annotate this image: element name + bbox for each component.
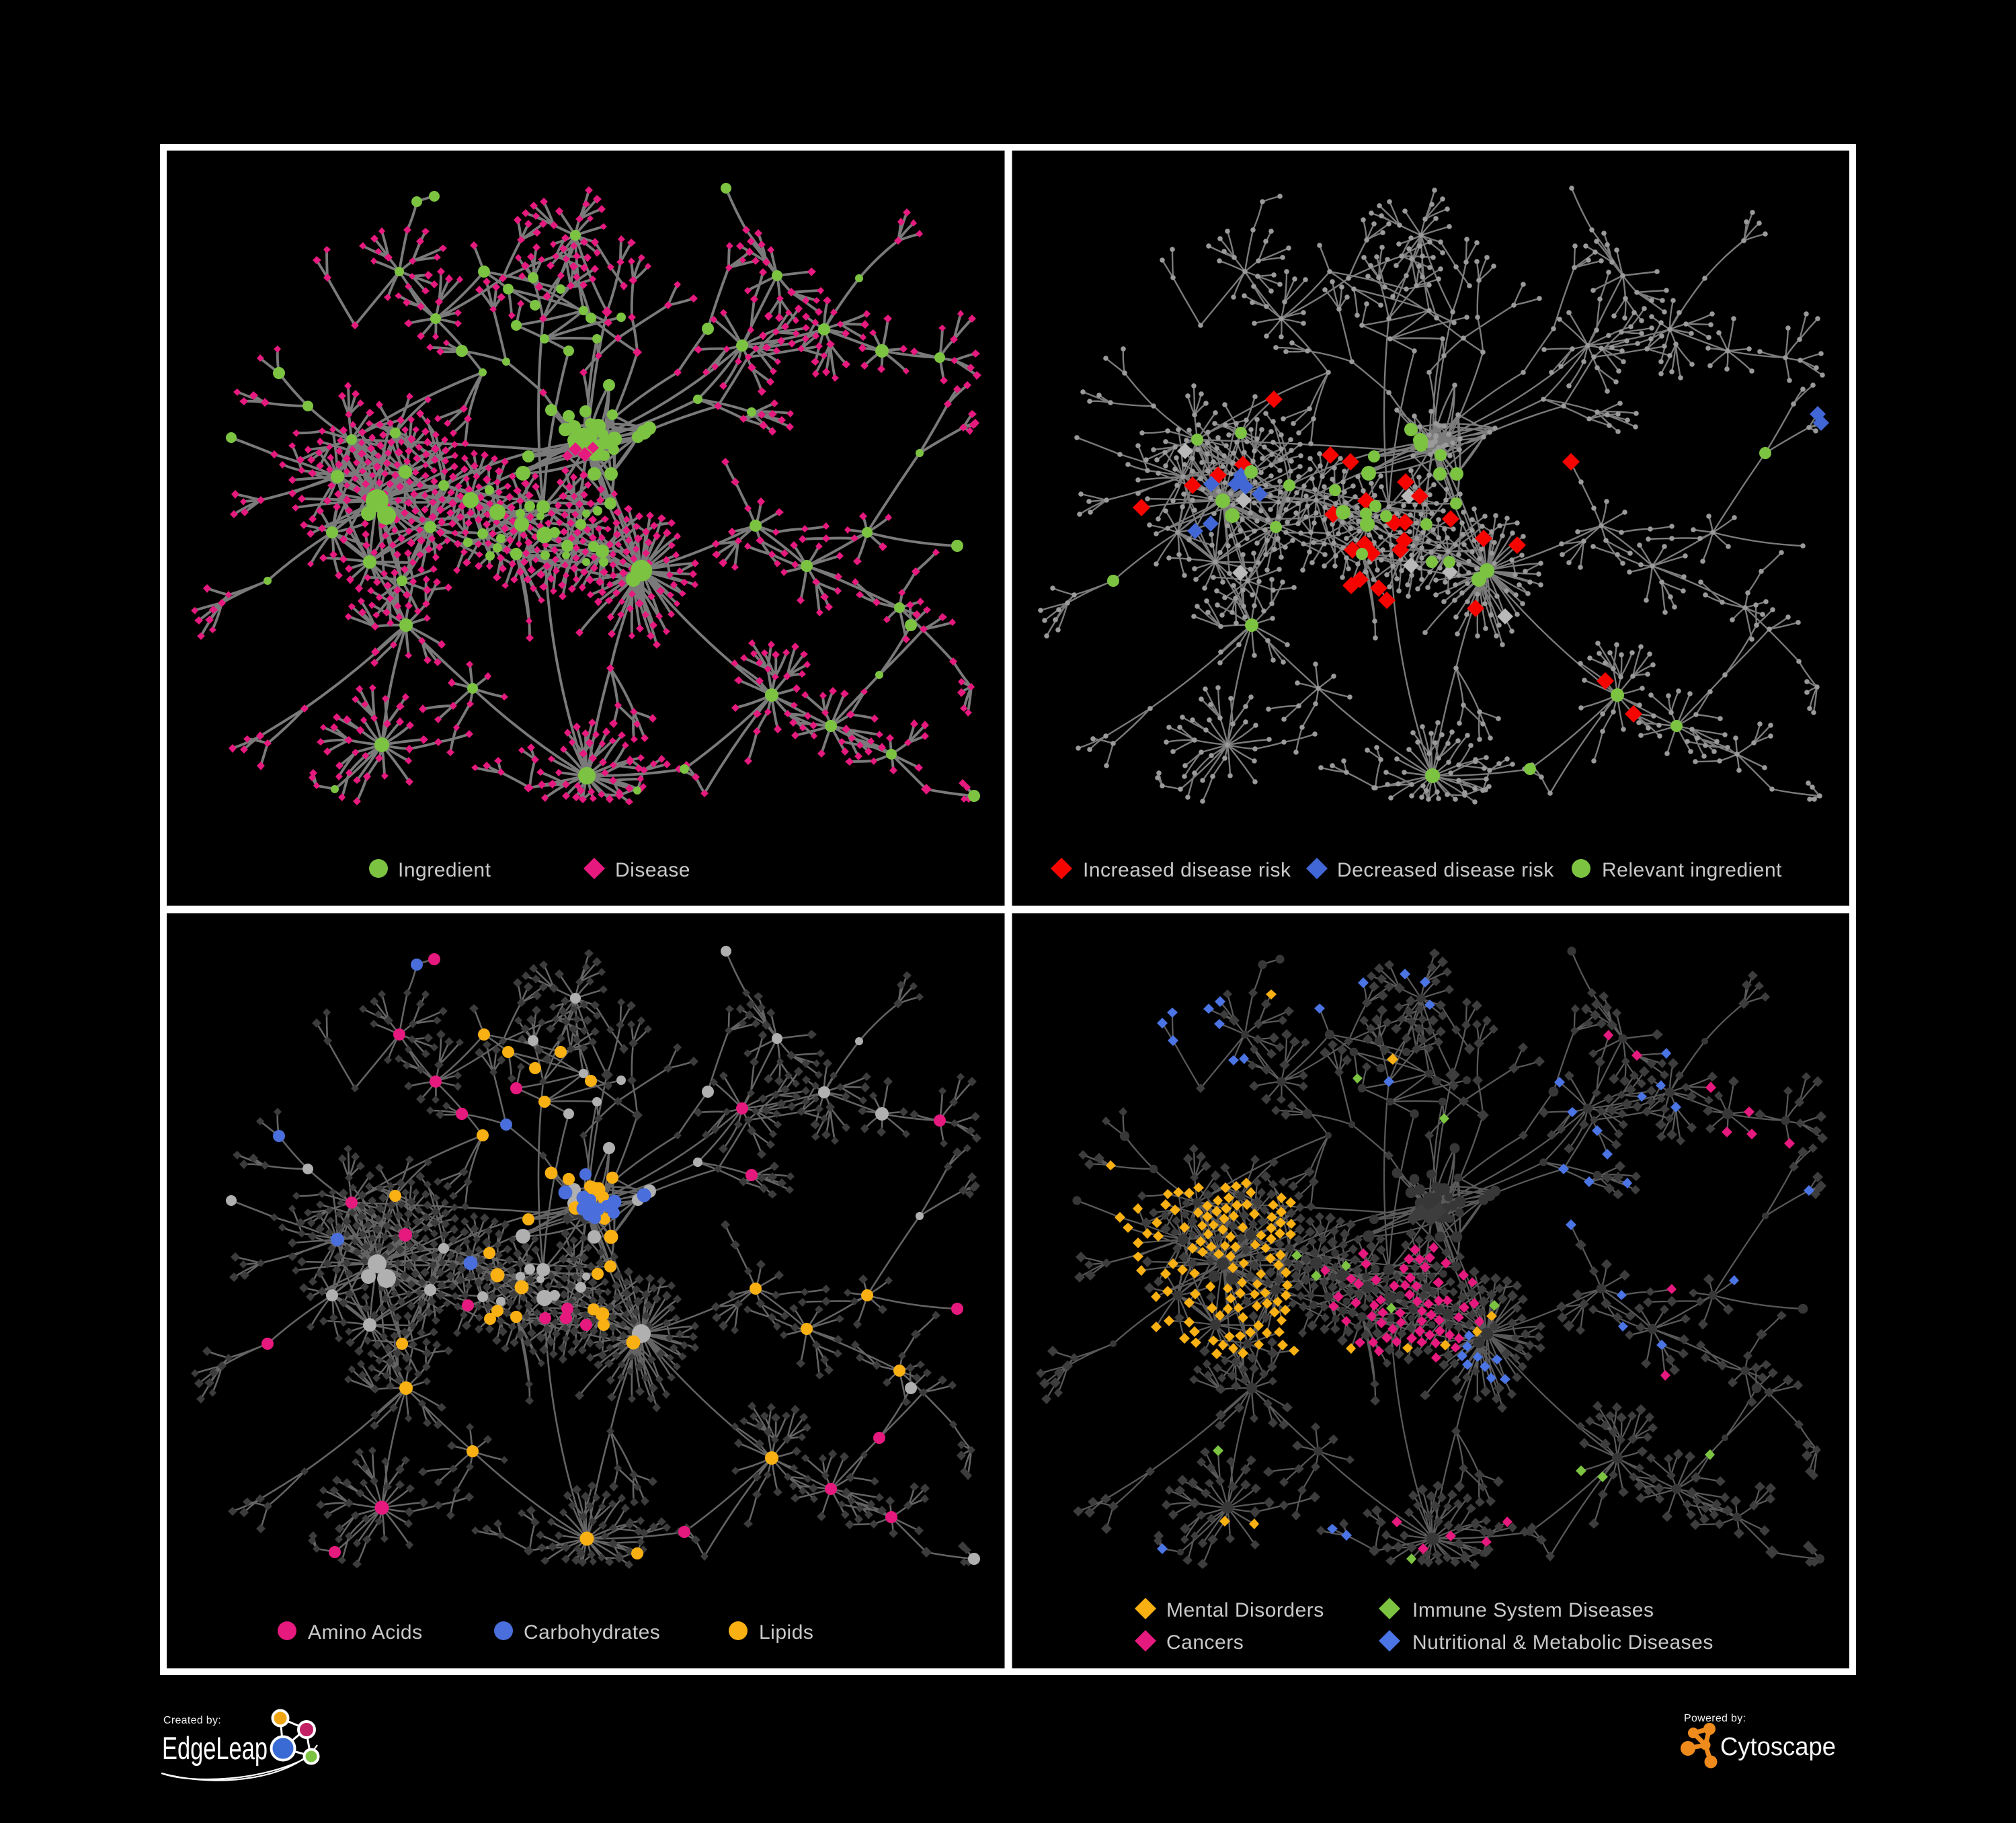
svg-text:Created by:: Created by: [163,1715,221,1726]
svg-text:Relevant ingredient: Relevant ingredient [1602,859,1782,881]
svg-text:Increased disease risk: Increased disease risk [1083,859,1291,881]
svg-text:Disease: Disease [615,859,690,881]
svg-text:Ingredient: Ingredient [398,859,491,881]
svg-text:Powered by:: Powered by: [1684,1713,1746,1724]
svg-text:Immune System Diseases: Immune System Diseases [1412,1599,1654,1621]
svg-text:Nutritional & Metabolic Diseas: Nutritional & Metabolic Diseases [1412,1631,1713,1654]
svg-text:Decreased disease risk: Decreased disease risk [1337,859,1554,881]
svg-text:Amino Acids: Amino Acids [308,1621,423,1644]
svg-text:Carbohydrates: Carbohydrates [524,1621,660,1644]
svg-text:Cancers: Cancers [1166,1631,1244,1654]
svg-text:Cytoscape: Cytoscape [1720,1733,1836,1761]
svg-text:EdgeLeap: EdgeLeap [162,1730,268,1766]
svg-text:Mental Disorders: Mental Disorders [1166,1599,1324,1621]
svg-text:Lipids: Lipids [759,1621,813,1644]
